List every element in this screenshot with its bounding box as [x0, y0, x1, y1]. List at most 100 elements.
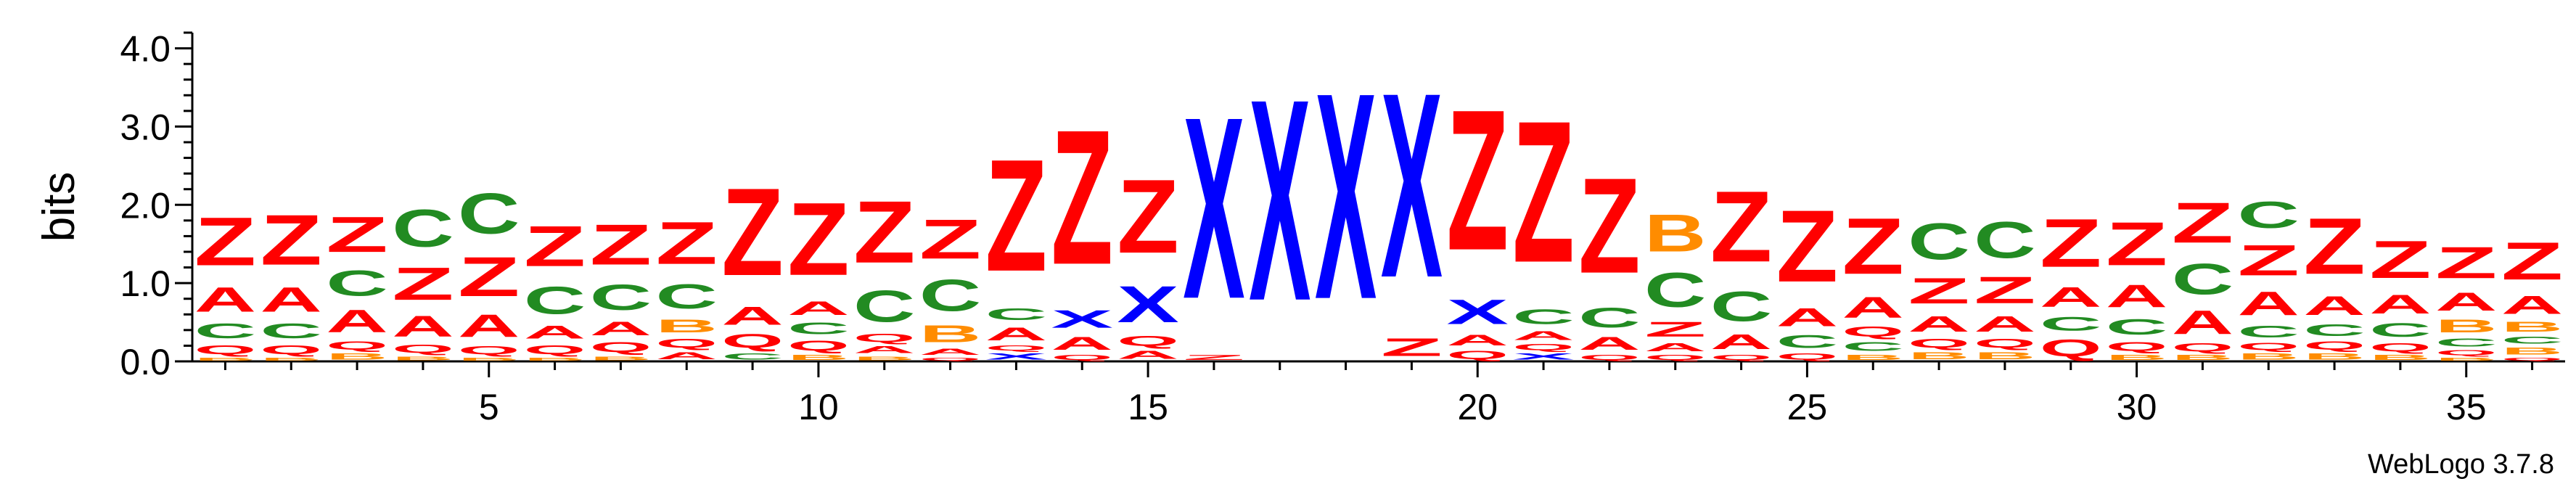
logo-letter-c: C [1710, 283, 1772, 330]
logo-letter-b: B [2501, 345, 2563, 356]
logo-letter-b: B [590, 355, 652, 361]
logo-letter-z: Z [261, 200, 322, 280]
logo-letter-q: Q [2172, 341, 2234, 353]
logo-letter-x: X [1512, 352, 1574, 361]
logo-letter-z: Z [919, 208, 981, 270]
logo-letter-q: Q [1908, 336, 1969, 350]
logo-letter-c: C [2501, 335, 2563, 345]
y-tick-label: 0.0 [120, 342, 171, 382]
logo-letter-a: A [590, 318, 652, 340]
logo-letter-a: A [1644, 341, 1706, 353]
logo-letter-z: Z [2435, 237, 2497, 287]
logo-letter-c: C [2172, 255, 2234, 303]
logo-letter-x: X [1381, 37, 1443, 332]
logo-letter-c: C [2106, 315, 2167, 340]
logo-letter-z: Z [1908, 271, 1969, 311]
logo-letter-q: Q [656, 336, 718, 350]
logo-letter-a: A [1710, 330, 1772, 353]
logo-letter-z: Z [1710, 170, 1772, 283]
logo-letter-c: C [392, 198, 454, 258]
logo-letter-x: X [1447, 292, 1509, 332]
logo-letter-z: Z [2238, 236, 2300, 284]
logo-letter-z: Z [1776, 189, 1838, 303]
x-tick-label: 10 [798, 387, 839, 427]
logo-letter-b: B [2238, 352, 2300, 361]
y-axis: 0.0 1.0 2.0 3.0 4.0 [120, 29, 194, 382]
logo-letter-q: Q [2435, 349, 2497, 357]
logo-letter-a: A [1512, 329, 1574, 343]
logo-letter-b: B [1974, 350, 2035, 361]
logo-letter-q: Q [1117, 333, 1178, 349]
x-tick-label: 25 [1787, 387, 1828, 427]
logo-letter-a: A [919, 348, 981, 357]
logo-letter-a: A [2501, 291, 2563, 319]
y-tick-label: 1.0 [120, 263, 171, 304]
logo-letter-a: A [853, 344, 915, 355]
logo-letter-q: Q [1842, 324, 1904, 340]
logo-letter-a: A [1908, 311, 1969, 336]
logo-letter-z: Z [524, 214, 586, 279]
logo-letter-z: Z [2501, 231, 2563, 291]
x-tick-label: 35 [2446, 387, 2487, 427]
logo-letter-q: Q [919, 357, 981, 361]
x-tick-label: 20 [1457, 387, 1498, 427]
logo-letter-z: Z [1117, 158, 1178, 276]
logo-letter-z: Z [2106, 209, 2167, 279]
logo-letter-z: Z [326, 207, 387, 263]
logo-letter-q: Q [721, 330, 783, 352]
logo-letter-z: Z [985, 127, 1047, 305]
weblogo-credit: WebLogo 3.7.8 [2368, 449, 2554, 480]
logo-letter-a: A [524, 322, 586, 343]
logo-letter-z: Z [392, 258, 454, 310]
logo-letter-q: Q [2501, 357, 2563, 361]
logo-stack-position: ZX [1183, 63, 1245, 361]
logo-letter-z: Z [590, 213, 652, 277]
logo-letter-c: C [721, 352, 783, 361]
logo-letter-a: A [2369, 290, 2431, 319]
logo-letter-c: C [590, 277, 652, 318]
logo-letter-q: Q [853, 332, 915, 344]
logo-letter-z: Z [2040, 205, 2101, 282]
logo-letter-q: Q [787, 338, 849, 354]
logo-letter-q: Q [1447, 349, 1509, 361]
logo-letter-c: C [1974, 211, 2035, 269]
logo-letter-z: Z [2303, 201, 2365, 291]
logo-letter-b: B [787, 353, 849, 361]
x-tick-label: 30 [2117, 387, 2157, 427]
logo-letter-c: C [2435, 336, 2497, 348]
logo-letter-x: X [1249, 40, 1311, 361]
logo-letter-z: Z [1447, 69, 1509, 292]
logo-letter-b: B [853, 355, 915, 361]
logo-letter-z: Z [1644, 318, 1706, 341]
logo-letter-x: X [1315, 30, 1377, 361]
logo-letter-q: Q [1974, 336, 2035, 350]
logo-letter-c: C [787, 319, 849, 338]
logo-letter-a: A [458, 308, 520, 344]
x-tick-label: 15 [1128, 387, 1168, 427]
x-tick-label: 5 [479, 387, 499, 427]
logo-stack-position: X [1315, 30, 1377, 361]
logo-letter-c: C [326, 263, 387, 304]
logo-letter-c: C [1512, 305, 1574, 329]
logo-stack-position: ZX [1381, 37, 1443, 361]
logo-letter-b: B [1644, 203, 1706, 263]
logo-letter-q: Q [1644, 353, 1706, 361]
logo-letter-a: A [1842, 291, 1904, 324]
y-tick-label: 4.0 [120, 29, 171, 70]
y-axis-label: bits [34, 172, 84, 242]
logo-letter-b: B [2501, 319, 2563, 335]
logo-letter-q: Q [985, 344, 1047, 352]
logo-letter-q: Q [590, 340, 652, 356]
logo-letter-q: Q [1051, 353, 1113, 361]
